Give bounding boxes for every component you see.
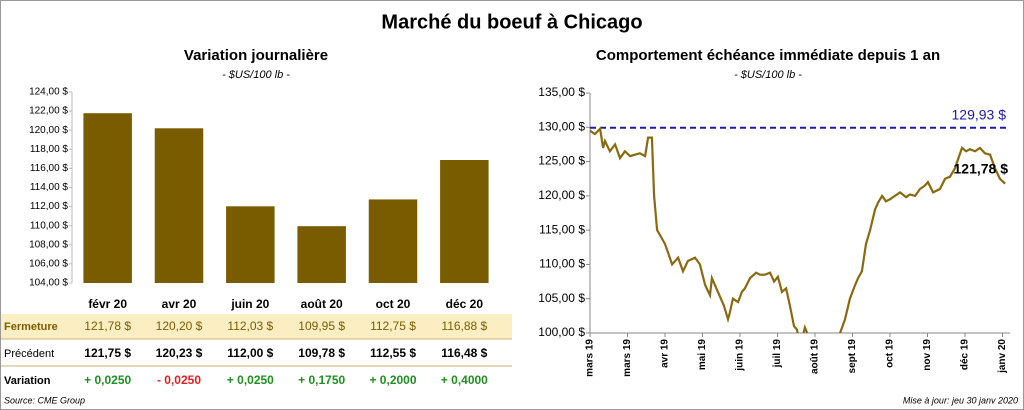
y-tick-label: 116,00 $: [30, 163, 69, 174]
y-tick-label: 112,00 $: [30, 201, 69, 212]
chart-title: Variation journalière: [184, 47, 328, 64]
x-tick-label: déc 19: [960, 339, 971, 371]
y-tick-label: 135,00 $: [538, 85, 585, 99]
table-cell: 121,75 $: [84, 346, 131, 360]
table-cell: 116,48 $: [441, 346, 487, 360]
x-tick-label: oct 19: [885, 339, 896, 368]
y-tick-label: 122,00 $: [29, 106, 68, 117]
y-tick-label: 130,00 $: [538, 119, 585, 133]
x-tick-label: avr 19: [660, 339, 671, 368]
y-tick-label: 108,00 $: [29, 239, 68, 250]
last-value-label: 121,78 $: [954, 160, 1009, 176]
bar: [368, 199, 418, 283]
x-tick-label: nov 19: [922, 339, 933, 371]
table-cell: 112,55 $: [370, 346, 416, 360]
x-tick-label: sept 19: [847, 339, 858, 374]
table-cell: 112,75 $: [370, 319, 416, 333]
y-tick-label: 118,00 $: [30, 144, 69, 155]
x-tick-label: avr 20: [162, 297, 197, 311]
y-tick-label: 114,00 $: [30, 182, 69, 193]
x-tick-label: févr 20: [88, 297, 127, 311]
chart-subtitle: - $US/100 lb -: [734, 69, 802, 81]
table-cell: 121,78 $: [84, 319, 131, 333]
bar: [226, 206, 275, 283]
bar: [154, 128, 204, 283]
bar: [297, 226, 346, 283]
chart-subtitle: - $US/100 lb -: [222, 69, 290, 81]
table-cell: + 0,1750: [298, 373, 345, 387]
update-note: Mise à jour: jeu 30 janv 2020: [903, 395, 1018, 405]
x-tick-label: oct 20: [376, 297, 411, 311]
bar: [83, 113, 132, 284]
y-tick-label: 100,00 $: [538, 325, 585, 339]
price-line: [590, 126, 1006, 333]
table-cell: 112,00 $: [227, 346, 273, 360]
table-cell: 109,95 $: [298, 319, 345, 333]
table-cell: + 0,0250: [84, 373, 131, 387]
y-tick-label: 105,00 $: [538, 291, 585, 305]
table-cell: 120,20 $: [156, 319, 203, 333]
page-title: Marché du boeuf à Chicago: [381, 11, 642, 33]
x-tick-label: janv 20: [997, 339, 1008, 374]
x-tick-label: mars 19: [585, 339, 596, 377]
x-tick-label: mai 19: [697, 339, 708, 371]
table-cell: 112,03 $: [227, 319, 273, 333]
bar: [440, 159, 489, 283]
table-cell: 116,88 $: [441, 319, 487, 333]
table-cell: - 0,0250: [157, 373, 201, 387]
x-tick-label: déc 20: [446, 297, 484, 311]
table-cell: + 0,2000: [369, 373, 416, 387]
x-tick-label: août 20: [301, 297, 343, 311]
x-tick-label: juin 19: [735, 339, 746, 372]
row-label: Fermeture: [4, 321, 58, 333]
row-label: Variation: [4, 375, 51, 387]
y-tick-label: 124,00 $: [29, 87, 68, 98]
reference-label: 129,93 $: [952, 106, 1007, 122]
x-tick-label: juin 20: [230, 297, 269, 311]
table-cell: + 0,4000: [441, 373, 488, 387]
chart-title: Comportement échéance immédiate depuis 1…: [596, 47, 940, 64]
y-tick-label: 110,00 $: [30, 220, 69, 231]
row-background: [1, 314, 512, 339]
table-cell: 120,23 $: [156, 346, 203, 360]
row-label: Précédent: [4, 348, 54, 360]
y-tick-label: 120,00 $: [29, 125, 68, 136]
x-tick-label: mars 19: [622, 339, 633, 377]
table-cell: + 0,0250: [227, 373, 274, 387]
y-tick-label: 110,00 $: [539, 257, 585, 271]
y-tick-label: 115,00 $: [539, 222, 585, 236]
y-tick-label: 104,00 $: [29, 278, 68, 289]
y-tick-label: 120,00 $: [538, 188, 585, 202]
y-tick-label: 106,00 $: [29, 259, 68, 270]
y-tick-label: 125,00 $: [538, 154, 585, 168]
table-cell: 109,78 $: [298, 346, 345, 360]
x-tick-label: juil 19: [772, 339, 783, 369]
x-tick-label: août 19: [810, 339, 821, 374]
source: Source: CME Group: [4, 395, 85, 405]
